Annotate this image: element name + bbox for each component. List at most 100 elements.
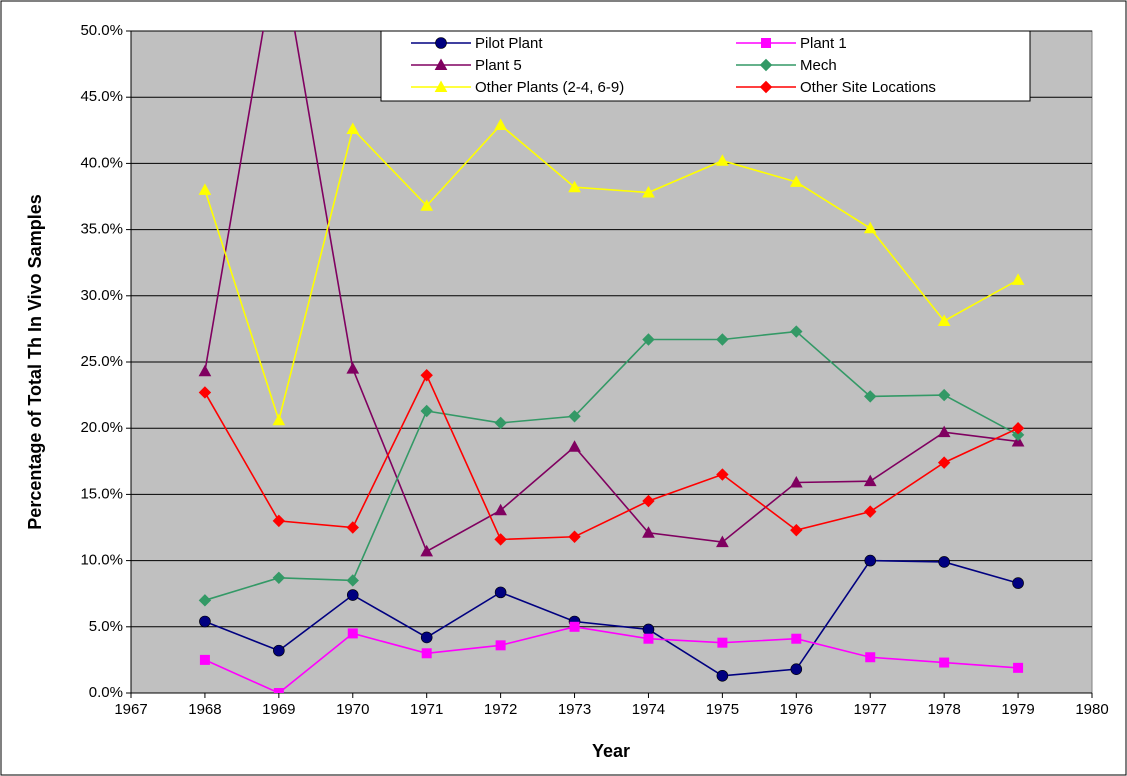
- y-tick-label: 25.0%: [80, 353, 123, 370]
- y-axis-title: Percentage of Total Th In Vivo Samples: [25, 194, 45, 529]
- y-tick-label: 10.0%: [80, 552, 123, 569]
- marker: [494, 586, 507, 599]
- y-tick-label: 5.0%: [89, 618, 123, 635]
- marker: [789, 175, 803, 187]
- marker: [420, 544, 434, 557]
- x-tick-label: 1972: [484, 701, 517, 718]
- legend-marker: [435, 37, 447, 49]
- legend-label: Other Plants (2-4, 6-9): [475, 79, 624, 96]
- marker: [716, 669, 729, 682]
- legend-label: Plant 5: [475, 57, 522, 74]
- marker: [642, 185, 655, 198]
- series-line: [204, 559, 1019, 677]
- x-tick-label: 1968: [188, 701, 221, 718]
- marker: [420, 199, 434, 211]
- y-tick-label: 35.0%: [80, 221, 123, 238]
- marker: [937, 456, 951, 469]
- marker: [347, 628, 358, 639]
- legend-label: Plant 1: [800, 35, 847, 52]
- marker: [568, 180, 581, 193]
- legend-marker: [434, 80, 448, 92]
- series-line: [204, 330, 1019, 602]
- marker: [420, 631, 433, 644]
- x-tick-label: 1974: [632, 701, 665, 718]
- marker: [716, 468, 729, 481]
- marker: [790, 663, 803, 675]
- marker: [642, 623, 655, 636]
- marker: [1011, 421, 1025, 435]
- marker: [494, 503, 507, 516]
- x-tick-label: 1976: [780, 701, 813, 718]
- legend-marker: [759, 58, 773, 72]
- x-tick-label: 1980: [1075, 701, 1108, 718]
- marker: [568, 440, 581, 452]
- legend-marker: [759, 80, 773, 94]
- x-tick-label: 1975: [706, 701, 739, 718]
- marker: [789, 475, 803, 488]
- marker: [642, 526, 655, 538]
- marker: [863, 221, 877, 234]
- marker: [937, 314, 951, 326]
- marker: [494, 416, 507, 430]
- marker: [346, 521, 359, 534]
- y-tick-label: 40.0%: [80, 154, 123, 171]
- x-tick-label: 1969: [262, 701, 295, 718]
- marker: [198, 183, 212, 195]
- marker: [346, 574, 359, 587]
- marker: [272, 571, 286, 585]
- marker: [642, 333, 655, 346]
- marker: [790, 523, 803, 537]
- marker: [346, 122, 360, 134]
- marker: [272, 413, 286, 426]
- y-tick-label: 0.0%: [89, 684, 123, 701]
- legend-marker: [434, 58, 448, 70]
- series-line: [204, 373, 1019, 541]
- series-line: [204, 31, 1019, 553]
- marker: [568, 530, 581, 543]
- marker: [717, 637, 728, 648]
- marker: [198, 364, 212, 377]
- marker: [273, 644, 285, 657]
- marker: [199, 654, 210, 665]
- x-tick-label: 1971: [410, 701, 443, 718]
- legend-marker: [761, 38, 771, 48]
- marker: [198, 386, 212, 399]
- y-tick-label: 30.0%: [80, 287, 123, 304]
- marker: [939, 657, 950, 668]
- marker: [272, 514, 286, 528]
- x-tick-label: 1977: [854, 701, 887, 718]
- marker: [495, 640, 506, 651]
- marker: [643, 633, 654, 644]
- marker: [420, 404, 433, 418]
- marker: [273, 688, 284, 693]
- marker: [863, 474, 877, 487]
- marker: [198, 594, 212, 607]
- x-tick-label: 1979: [1001, 701, 1034, 718]
- y-tick-label: 50.0%: [80, 22, 123, 39]
- series-line: [204, 123, 1019, 424]
- marker: [716, 154, 729, 166]
- marker: [568, 410, 581, 423]
- marker: [716, 535, 729, 548]
- x-tick-label: 1978: [927, 701, 960, 718]
- y-tick-label: 15.0%: [80, 485, 123, 502]
- marker: [937, 388, 951, 402]
- marker: [1013, 662, 1024, 673]
- marker: [1012, 577, 1024, 589]
- marker: [494, 533, 507, 546]
- marker: [642, 494, 655, 508]
- marker: [494, 118, 507, 131]
- legend-box: [380, 30, 1031, 102]
- x-tick-label: 1967: [114, 701, 147, 718]
- y-tick-label: 20.0%: [80, 419, 123, 436]
- marker: [864, 390, 877, 403]
- series-line: [204, 625, 1019, 693]
- marker: [346, 589, 359, 601]
- marker: [421, 648, 432, 659]
- x-tick-label: 1970: [336, 701, 369, 718]
- marker: [865, 652, 876, 663]
- marker: [864, 554, 877, 567]
- marker: [1011, 273, 1025, 285]
- legend-label: Mech: [800, 57, 837, 74]
